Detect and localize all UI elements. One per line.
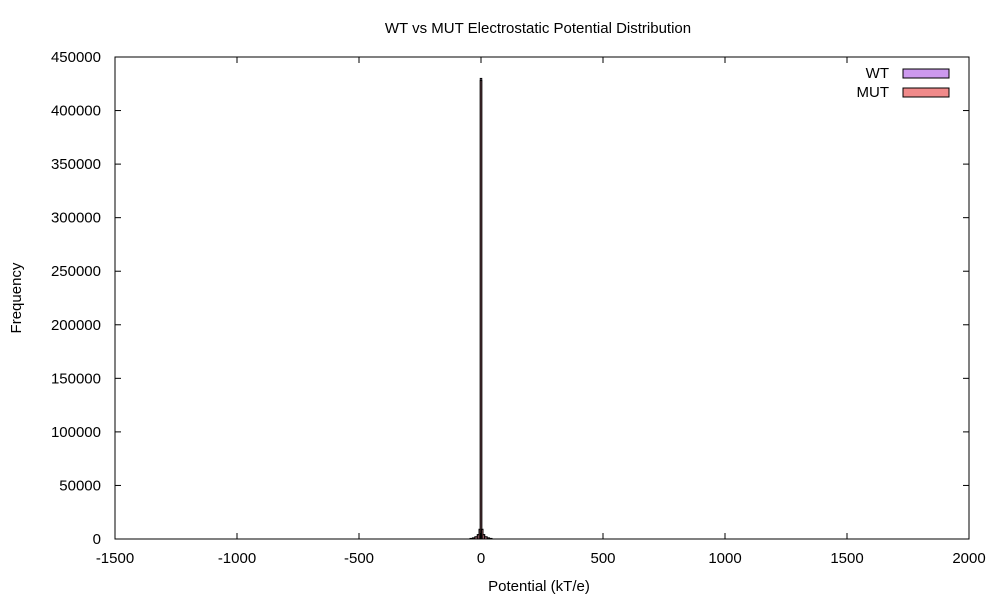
histogram-bars [469,77,493,540]
y-tick-label: 150000 [51,370,101,387]
x-tick-label: 1000 [708,550,741,567]
y-tick-label: 450000 [51,49,101,66]
y-tick-label: 300000 [51,210,101,227]
y-tick-label: 400000 [51,103,101,120]
legend-label-mut: MUT [857,84,890,101]
legend-swatch-wt [902,68,950,79]
legend-label-wt: WT [866,65,889,82]
y-axis: 0 50000 100000 150000 200000 250000 300000 3500… [51,49,969,548]
x-tick-label: -1000 [218,550,256,567]
legend-swatch-mut [902,87,950,98]
y-tick-label: 350000 [51,156,101,173]
y-tick-label: 100000 [51,424,101,441]
y-tick-label: 0 [93,531,101,548]
x-tick-label: -500 [344,550,374,567]
plot-frame [114,56,970,540]
y-tick-label: 250000 [51,263,101,280]
chart-title: WT vs MUT Electrostatic Potential Distri… [385,20,691,37]
legend: WT MUT [857,65,950,101]
x-tick-label: -1500 [96,550,134,567]
x-tick-label: 1500 [830,550,863,567]
x-tick-label: 0 [477,550,485,567]
y-tick-label: 200000 [51,317,101,334]
bar-mut [479,80,483,540]
y-tick-label: 50000 [59,477,101,494]
x-axis: -1500 -1000 -500 0 500 1000 1500 2000 [96,57,986,567]
y-axis-label: Frequency [8,262,25,333]
x-tick-label: 2000 [952,550,985,567]
x-axis-label: Potential (kT/e) [488,578,590,595]
x-tick-label: 500 [590,550,615,567]
